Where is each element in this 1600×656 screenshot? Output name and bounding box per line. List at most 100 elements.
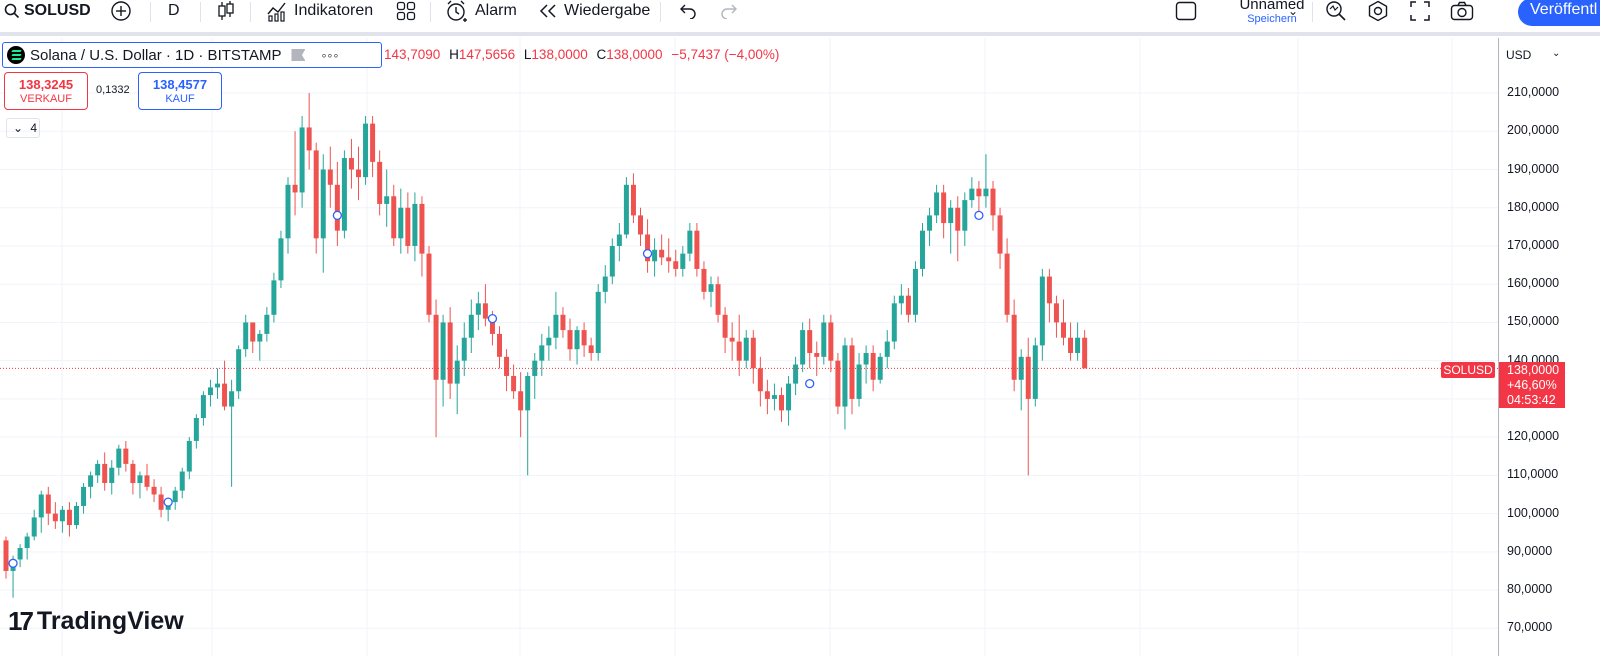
candle-body xyxy=(588,345,594,354)
flag-icon[interactable] xyxy=(291,49,306,61)
candle-body xyxy=(659,249,665,258)
sell-button[interactable]: 138,3245 VERKAUF xyxy=(4,72,88,110)
search-icon xyxy=(4,3,20,19)
candle-body xyxy=(59,509,65,522)
candle-body xyxy=(997,215,1003,254)
ohlc-low-key: L xyxy=(523,47,532,62)
tradingview-logo[interactable]: 17 TradingView xyxy=(8,606,184,637)
candle-body xyxy=(52,513,58,522)
candle-body xyxy=(306,127,312,151)
screenshot-button[interactable] xyxy=(1450,0,1474,22)
candle-body xyxy=(800,330,806,365)
last-price-change: +46,60% xyxy=(1507,378,1557,392)
symbol-search-button[interactable]: SOLUSD xyxy=(4,0,91,22)
candle-body xyxy=(525,375,531,411)
candle-body xyxy=(786,383,792,411)
candle-body xyxy=(3,540,9,571)
candle-body xyxy=(835,360,841,407)
price-axis-label: 210,0000 xyxy=(1507,85,1560,100)
square-icon xyxy=(1175,1,1197,21)
candle-body xyxy=(66,509,72,526)
candle-body xyxy=(200,395,206,419)
chevron-down-icon: ⌄ xyxy=(1288,4,1299,18)
candle-body xyxy=(912,268,918,315)
save-link[interactable]: Speichern xyxy=(1247,13,1297,25)
redo-icon xyxy=(721,4,737,19)
candle-body xyxy=(426,253,432,315)
candle-body xyxy=(88,475,94,487)
replay-button[interactable]: Wiedergabe xyxy=(538,0,650,22)
bar-countdown: 04:53:42 xyxy=(1507,393,1556,407)
price-chart[interactable] xyxy=(0,38,1498,656)
candle-body xyxy=(17,548,23,560)
buy-button[interactable]: 138,4577 KAUF xyxy=(138,72,222,110)
candle-body xyxy=(673,261,679,269)
candle-body xyxy=(475,303,481,315)
candle-body xyxy=(151,486,157,495)
candle-body xyxy=(172,490,178,503)
candle-body xyxy=(1053,303,1059,323)
price-axis-label: 120,0000 xyxy=(1507,429,1560,444)
candle-body xyxy=(630,184,636,216)
layout-name-button[interactable]: Unnamed Speichern xyxy=(1237,0,1307,25)
candle-body xyxy=(405,207,411,246)
event-marker xyxy=(163,497,173,507)
candle-body xyxy=(638,215,643,235)
candle-body xyxy=(320,169,326,239)
redo-button[interactable] xyxy=(720,0,740,22)
candle-body xyxy=(292,184,298,193)
candle-body xyxy=(1068,337,1074,354)
candle-body xyxy=(264,314,270,334)
quick-search-button[interactable] xyxy=(1325,0,1347,22)
fullscreen-button[interactable] xyxy=(1410,0,1430,22)
indicators-label: Indikatoren xyxy=(294,2,374,19)
candle-body xyxy=(215,383,220,388)
compare-symbol-button[interactable] xyxy=(110,0,132,22)
candle-body xyxy=(95,463,101,476)
candle-body xyxy=(123,448,129,464)
layout-menu-button[interactable]: ⌄ xyxy=(1288,0,1298,22)
indicators-collapse-button[interactable]: ⌄ 4 xyxy=(6,118,40,138)
interval-button[interactable]: D xyxy=(168,0,180,22)
candle-body xyxy=(1011,314,1017,380)
price-axis-label: 150,0000 xyxy=(1507,314,1560,329)
buy-label: KAUF xyxy=(165,93,195,105)
candle-body xyxy=(553,314,559,338)
candle-body xyxy=(285,184,291,239)
replay-label: Wiedergabe xyxy=(564,2,651,19)
candle-body xyxy=(229,391,235,407)
undo-icon xyxy=(680,4,696,19)
candle-body xyxy=(257,333,263,342)
symbol-legend[interactable]: Solana / U.S. Dollar · 1D · BITSTAMP ◦◦◦ xyxy=(2,42,382,68)
candle-body xyxy=(891,303,897,342)
event-marker xyxy=(974,210,984,221)
candle-body xyxy=(489,318,495,334)
symbol-title: Solana / U.S. Dollar · 1D · BITSTAMP xyxy=(30,46,282,64)
candle-body xyxy=(722,314,728,338)
indicators-button[interactable]: Indikatoren xyxy=(266,0,373,22)
candle-body xyxy=(144,475,150,487)
candle-body xyxy=(419,203,425,254)
candle-body xyxy=(31,517,37,537)
candle-body xyxy=(207,387,213,396)
more-icon[interactable]: ◦◦◦ xyxy=(321,47,340,63)
candle-body xyxy=(581,330,587,346)
candle-body xyxy=(334,184,340,231)
layouts-button[interactable] xyxy=(396,0,416,22)
candle-body xyxy=(595,291,601,354)
spread-value: 0,1332 xyxy=(96,84,130,96)
candle-body xyxy=(729,337,735,342)
candle-body xyxy=(701,268,707,292)
alert-button[interactable]: Alarm xyxy=(445,0,517,22)
settings-button[interactable] xyxy=(1367,0,1389,22)
candle-body xyxy=(454,360,460,384)
ohlc-high: 147,5656 xyxy=(458,47,516,62)
layout-checkbox[interactable] xyxy=(1175,0,1197,22)
currency-selector[interactable]: USD xyxy=(1506,48,1532,62)
candle-body xyxy=(694,230,700,269)
candle-body xyxy=(384,196,390,204)
publish-button[interactable]: Veröffentl xyxy=(1518,0,1600,26)
undo-button[interactable] xyxy=(677,0,697,22)
sell-price: 138,3245 xyxy=(18,77,74,92)
chart-type-button[interactable] xyxy=(216,0,236,22)
